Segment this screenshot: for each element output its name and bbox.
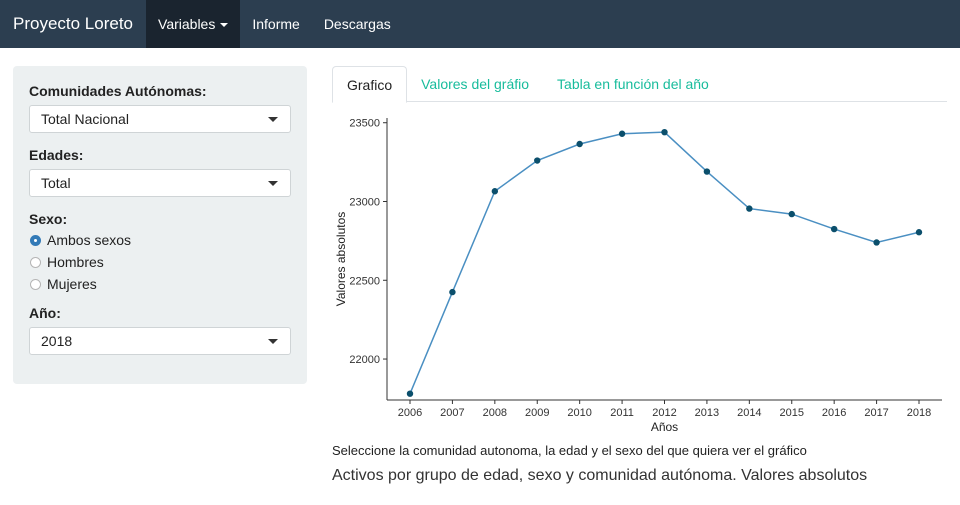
- comunidades-value: Total Nacional: [41, 111, 129, 127]
- tab-bar: Grafico Valores del gráfio Tabla en func…: [332, 66, 947, 103]
- data-point: [449, 288, 456, 296]
- tab-tabla[interactable]: Tabla en función del año: [557, 76, 709, 92]
- chart-caption: Seleccione la comunidad autonoma, la eda…: [332, 443, 807, 458]
- data-point: [534, 157, 541, 164]
- sexo-label: Sexo:: [29, 211, 68, 227]
- x-tick-label: 2017: [864, 407, 888, 419]
- comunidades-label: Comunidades Autónomas:: [29, 83, 207, 99]
- x-tick-label: 2010: [567, 407, 591, 419]
- radio-unchecked-icon[interactable]: [30, 278, 41, 290]
- nav-descargas[interactable]: Descargas: [323, 16, 391, 32]
- radio-label: Hombres: [47, 254, 104, 270]
- radio-unchecked-icon[interactable]: [30, 256, 41, 268]
- dropdown-arrow-icon: [268, 338, 278, 344]
- x-tick-label: 2011: [610, 407, 634, 419]
- tab-valores[interactable]: Valores del gráfio: [421, 76, 530, 92]
- brand-title[interactable]: Proyecto Loreto: [13, 14, 134, 33]
- x-tick-label: 2007: [440, 407, 464, 419]
- nav-variables-dropdown[interactable]: Variables: [146, 0, 241, 48]
- dropdown-arrow-icon: [268, 180, 278, 186]
- edades-label: Edades:: [29, 147, 84, 163]
- nav-variables-label: Variables: [158, 16, 216, 32]
- y-tick-label: 22500: [349, 275, 380, 287]
- navbar: Proyecto Loreto Variables Informe Descar…: [0, 0, 960, 48]
- data-point: [915, 229, 923, 236]
- radio-hombres[interactable]: Hombres: [30, 251, 291, 273]
- x-tick-label: 2009: [525, 407, 549, 419]
- data-point: [830, 225, 838, 233]
- x-tick-label: 2018: [907, 407, 931, 419]
- x-tick-label: 2013: [695, 407, 719, 419]
- radio-ambos-sexos[interactable]: Ambos sexos: [30, 229, 291, 251]
- y-tick-label: 23000: [349, 196, 380, 208]
- radio-checked-icon[interactable]: [30, 234, 41, 246]
- y-axis-label: Valores absolutos: [334, 212, 348, 307]
- x-tick-label: 2016: [822, 407, 846, 419]
- anio-select[interactable]: 2018: [29, 327, 291, 355]
- comunidades-select[interactable]: Total Nacional: [29, 105, 291, 133]
- chart-subtitle: Activos por grupo de edad, sexo y comuni…: [332, 467, 868, 484]
- data-point: [491, 188, 499, 195]
- tab-grafico[interactable]: Grafico: [332, 66, 408, 103]
- data-point: [406, 390, 414, 397]
- data-point: [703, 168, 711, 175]
- x-axis-label: Años: [651, 420, 678, 434]
- radio-label: Mujeres: [47, 276, 97, 292]
- anio-label: Año:: [29, 305, 61, 321]
- anio-value: 2018: [41, 333, 73, 349]
- data-point: [576, 140, 583, 148]
- nav-informe[interactable]: Informe: [252, 16, 300, 32]
- data-point: [788, 210, 795, 218]
- data-point: [873, 239, 880, 246]
- y-tick-label: 22000: [349, 354, 380, 366]
- x-tick-label: 2015: [780, 407, 804, 419]
- x-tick-label: 2014: [737, 407, 761, 419]
- radio-label: Ambos sexos: [47, 232, 132, 248]
- series-line: [409, 131, 920, 394]
- data-point: [661, 128, 668, 136]
- edades-value: Total: [41, 175, 71, 191]
- x-tick-label: 2012: [652, 407, 676, 419]
- line-chart: 22000 22500 23000 23500 2006 2007 2008 2009 2010…: [334, 118, 942, 434]
- sidebar-panel: Comunidades Autónomas: Total Nacional Ed…: [13, 66, 307, 384]
- y-tick-label: 23500: [349, 118, 380, 130]
- x-tick-label: 2006: [398, 407, 422, 419]
- dropdown-arrow-icon: [268, 116, 278, 122]
- data-point: [746, 205, 753, 212]
- data-point: [618, 130, 626, 137]
- radio-mujeres[interactable]: Mujeres: [30, 273, 291, 295]
- caret-down-icon: [220, 23, 229, 27]
- edades-select[interactable]: Total: [29, 169, 291, 197]
- x-tick-label: 2008: [483, 407, 507, 419]
